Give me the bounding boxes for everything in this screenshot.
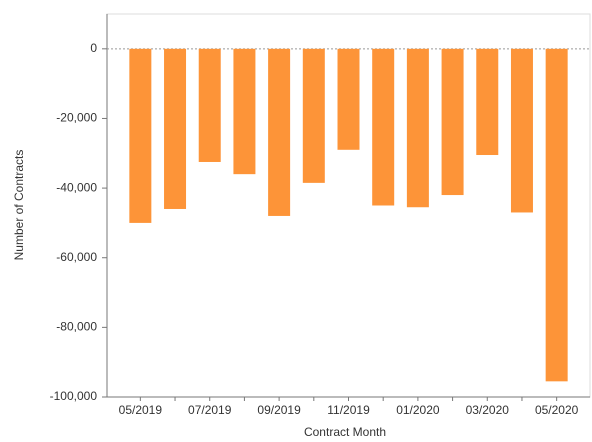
y-tick-label: -40,000 (56, 180, 97, 194)
y-tick-label: -60,000 (56, 250, 97, 264)
bar (302, 48, 325, 183)
x-tick-label: 05/2019 (119, 403, 163, 417)
y-tick-label: -100,000 (50, 389, 98, 403)
x-tick-label: 05/2020 (535, 403, 579, 417)
bar (545, 48, 568, 382)
bar (198, 48, 221, 162)
x-tick-label: 03/2020 (466, 403, 510, 417)
bar (337, 48, 360, 150)
bar (372, 48, 395, 206)
y-tick-label: -20,000 (56, 111, 97, 125)
bar (233, 48, 256, 175)
x-tick-label: 07/2019 (188, 403, 232, 417)
bar (441, 48, 464, 196)
bar (268, 48, 291, 216)
bar (476, 48, 499, 156)
bar (164, 48, 187, 209)
x-tick-label: 01/2020 (396, 403, 440, 417)
y-tick-label: 0 (90, 41, 97, 55)
y-axis-title: Number of Contracts (12, 150, 26, 261)
x-tick-label: 09/2019 (257, 403, 301, 417)
x-tick-label: 11/2019 (327, 403, 370, 417)
x-axis-title: Contract Month (304, 425, 386, 439)
bar (510, 48, 533, 213)
y-tick-label: -80,000 (56, 320, 97, 334)
bar (129, 48, 152, 223)
bar (406, 48, 429, 208)
